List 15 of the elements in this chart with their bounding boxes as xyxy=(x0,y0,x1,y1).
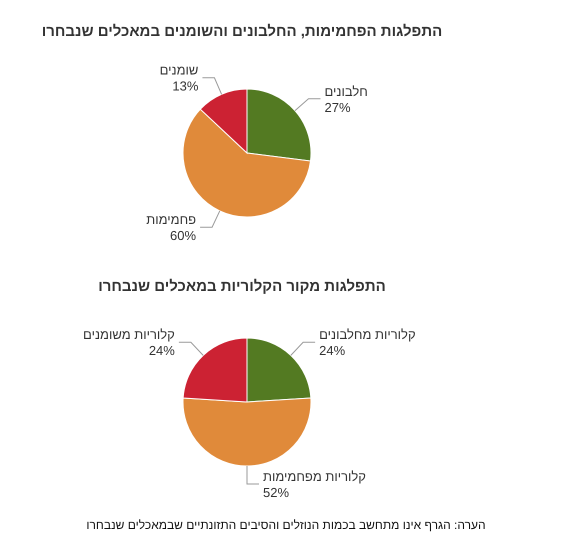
data-label: 13% xyxy=(172,78,199,94)
chart-title: התפלגות מקור הקלוריות במאכלים שנבחרו xyxy=(97,277,387,297)
slice-label: קלוריות מחלבונים xyxy=(319,327,416,342)
data-label: 52% xyxy=(263,485,290,500)
data-label: 60% xyxy=(170,228,197,244)
text: הערה: הגרף אינו מתחשב בכמות הנוזלים והסיבים התזונתיים שבמאכלים שנבחרו xyxy=(85,517,487,533)
data-label: 24% xyxy=(319,343,346,358)
data-label: 27% xyxy=(324,100,351,115)
slice-label: קלוריות משומנים xyxy=(83,327,175,342)
slice-label: שומנים xyxy=(160,62,198,78)
data-label: 24% xyxy=(148,343,176,358)
chart-title: התפלגות הפחמימות, החלבונים והשומנים במאכלים שנבחרו xyxy=(40,22,444,42)
slice-label: חלבונים xyxy=(324,84,368,99)
slice-label: קלוריות מפחמימות xyxy=(263,469,366,484)
slice-label: פחמימות xyxy=(146,212,196,228)
